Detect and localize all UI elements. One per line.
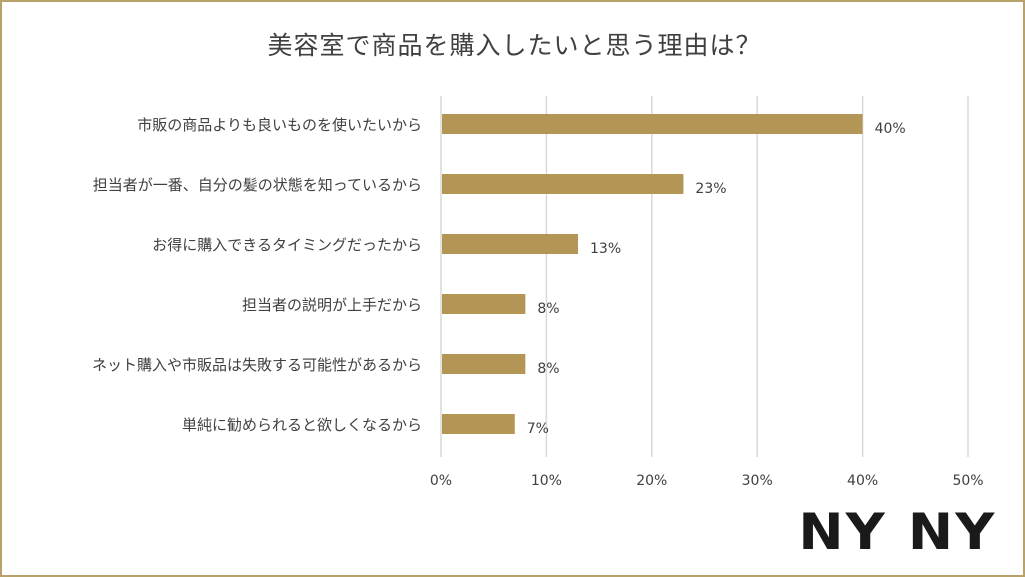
gridlines [440,96,969,457]
x-tick-label: 30% [742,473,773,489]
category-label: 担当者の説明が上手だから [242,296,422,314]
data-label: 13% [590,241,621,257]
category-label: 単純に勧められると欲しくなるから [182,416,422,434]
bar [442,114,863,134]
x-tick-label: 0% [430,473,452,489]
data-label: 8% [537,301,559,317]
category-label: 市販の商品よりも良いものを使いたいから [137,116,422,134]
data-label: 40% [875,121,906,137]
data-label: 7% [527,421,549,437]
category-label: お得に購入できるタイミングだったから [152,236,422,254]
chart-title: 美容室で商品を購入したいと思う理由は？ [267,31,762,60]
bars [442,114,863,434]
bar [442,354,526,374]
x-tick-labels: 0% 10% 20% 30% 40% 50% [430,473,984,489]
bar [442,234,579,254]
bar [442,174,684,194]
x-tick-label: 40% [847,473,878,489]
brand-logo: NY NY [798,503,997,561]
category-label: ネット購入や市販品は失敗する可能性があるから [92,356,422,374]
data-labels: 40% 23% 13% 8% 8% 7% [527,121,906,437]
x-tick-label: 10% [531,473,562,489]
x-tick-label: 50% [952,473,983,489]
bar [442,414,515,434]
data-label: 8% [537,361,559,377]
x-tick-label: 20% [636,473,667,489]
bar [442,294,526,314]
category-labels: 市販の商品よりも良いものを使いたいから担当者が一番、自分の髪の状態を知っているか… [92,116,422,434]
data-label: 23% [695,181,726,197]
category-label: 担当者が一番、自分の髪の状態を知っているから [93,176,422,194]
